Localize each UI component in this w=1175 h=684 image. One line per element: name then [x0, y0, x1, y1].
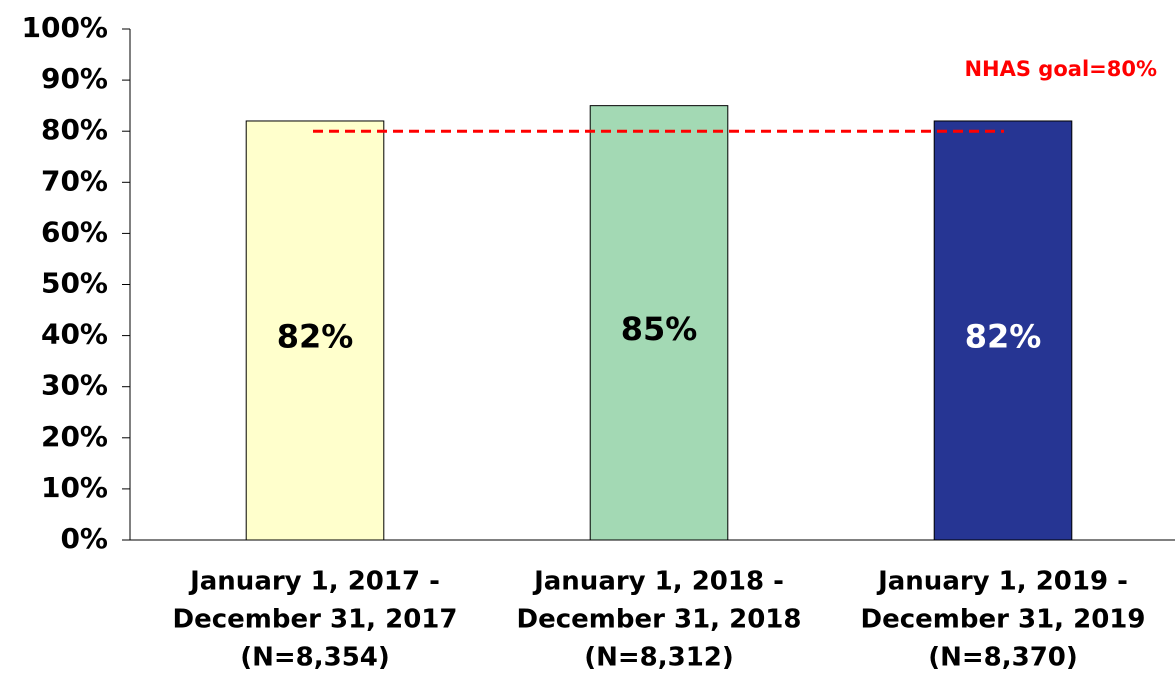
x-tick-label: (N=8,312) [584, 643, 734, 673]
bar [589, 105, 729, 541]
x-tick-label: (N=8,354) [240, 643, 390, 673]
value-label: 82% [277, 317, 354, 355]
y-tick-label: 0% [60, 522, 108, 555]
y-tick-label: 90% [41, 62, 108, 95]
x-tick-label: January 1, 2019 - [876, 567, 1128, 597]
x-tick-label: (N=8,370) [928, 643, 1078, 673]
bar [245, 120, 385, 541]
value-label: 82% [965, 317, 1042, 355]
y-tick-label: 60% [41, 215, 108, 248]
y-tick-label: 70% [41, 164, 108, 197]
goal-label: NHAS goal=80% [964, 57, 1157, 81]
x-tick-label: December 31, 2018 [517, 605, 802, 635]
y-tick-label: 40% [41, 318, 108, 351]
x-tick-label: December 31, 2019 [861, 605, 1146, 635]
x-tick-label: January 1, 2018 - [532, 567, 784, 597]
value-label: 85% [621, 310, 698, 348]
y-tick-label: 50% [41, 267, 108, 300]
x-tick-label: December 31, 2017 [173, 605, 458, 635]
y-tick-label: 100% [21, 11, 108, 44]
y-tick-label: 10% [41, 471, 108, 504]
bar [933, 120, 1073, 541]
y-tick-label: 20% [41, 420, 108, 453]
y-tick-label: 30% [41, 369, 108, 402]
x-tick-label: January 1, 2017 - [188, 567, 440, 597]
y-tick-label: 80% [41, 113, 108, 146]
